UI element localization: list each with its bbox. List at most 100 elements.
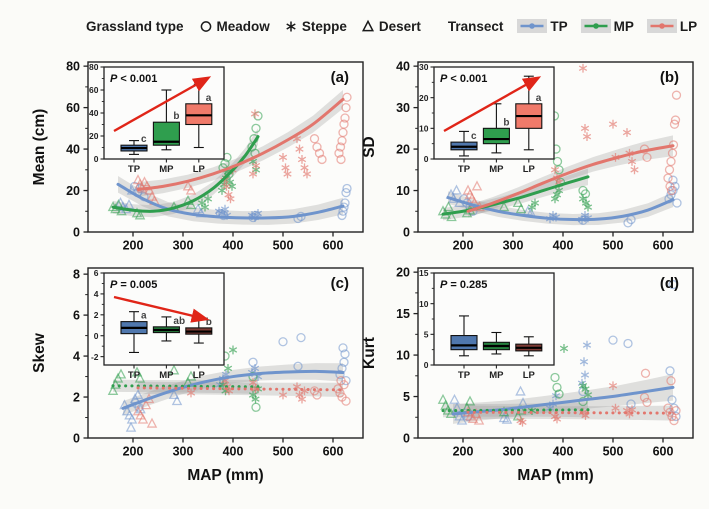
meadow-circle-point (639, 392, 650, 403)
fit-curve-TP (446, 196, 675, 222)
steppe-asterisk-point (226, 194, 235, 204)
legend-label: LP (679, 18, 698, 34)
meadow-circle-point (667, 395, 677, 405)
steppe-asterisk-point (530, 198, 540, 208)
significance-letter: b (206, 317, 212, 328)
meadow-circle-point (642, 152, 652, 163)
y-ticks: 0 20 40 60 80 (66, 59, 88, 239)
boxplot-TP (450, 315, 478, 357)
y-tick-label: 6 (73, 308, 80, 322)
meadow-circle-point (334, 148, 344, 158)
x-tick-label: 300 (503, 239, 524, 253)
steppe-asterisk-point (550, 165, 560, 175)
meadow-circle-point (672, 198, 682, 208)
axes-frame (87, 61, 364, 233)
circle-icon (200, 21, 211, 32)
x-tick-label: 400 (553, 445, 574, 459)
steppe-asterisk-point (630, 165, 639, 175)
meadow-circle-point (626, 399, 636, 409)
inset-y-tick-label: 20 (419, 93, 429, 103)
panel-label: (c) (331, 275, 349, 292)
legend-transect-tp: TP (517, 18, 568, 34)
meadow-circle-point (552, 382, 562, 393)
panel-label: (b) (660, 69, 679, 86)
x-tick-label: 300 (173, 445, 194, 459)
steppe-asterisk-point (186, 388, 196, 398)
trend-arrow-up (113, 76, 212, 133)
legend-transect-lp: LP (646, 18, 698, 34)
steppe-asterisk-point (278, 152, 288, 162)
boxplot-MP: ab (152, 316, 185, 342)
significance-letter: a (141, 311, 147, 322)
inset-y-tick-label: 15 (419, 268, 429, 278)
steppe-asterisk-point (250, 109, 260, 119)
desert-triangle-point (185, 199, 197, 210)
meadow-circle-point (671, 90, 682, 100)
meadow-circle-point (608, 335, 618, 345)
trend-arrow-up (443, 76, 542, 133)
meadow-circle-point (550, 372, 560, 383)
desert-triangle-point (515, 203, 527, 214)
p-value-label: P < 0.001 (110, 73, 157, 85)
x-tick-label: 600 (323, 445, 344, 459)
steppe-asterisk-point (554, 186, 564, 195)
meadow-circle-point (337, 210, 347, 221)
desert-triangle-point (473, 414, 485, 425)
steppe-asterisk-point (228, 345, 238, 355)
x-axis-label: MAP (mm) (517, 467, 593, 484)
inset-y-tick-label: -2 (91, 352, 99, 362)
inset-x-tick-label: MP (489, 370, 504, 381)
x-tick-label: 500 (273, 445, 294, 459)
inset-y-tick-label: 4 (94, 289, 99, 299)
boxplot-MP: b (152, 89, 180, 151)
grassland-legend-items: Meadow Steppe Desert (198, 18, 421, 34)
desert-triangle-point (449, 393, 460, 404)
x-tick-label: 400 (223, 445, 244, 459)
axes-frame (417, 61, 694, 233)
desert-triangle-point (116, 205, 127, 216)
y-tick-label: 10 (396, 348, 410, 362)
desert-triangle-point (456, 414, 468, 425)
fit-curve-TP (116, 182, 345, 220)
steppe-asterisk-point (251, 161, 261, 171)
inset-y-tick-label: 10 (419, 124, 429, 134)
boxplot-LP (515, 336, 543, 357)
plot-content (437, 279, 681, 427)
meadow-circle-point (220, 158, 230, 169)
box (482, 127, 510, 145)
axes-frame (417, 267, 694, 439)
meadow-circle-point (336, 154, 346, 165)
plot-content (107, 320, 351, 432)
inset-y-tick-label: 80 (89, 62, 99, 72)
inset-x-tick-label: TP (128, 370, 141, 381)
steppe-asterisk-point (283, 169, 292, 179)
asterisk-icon (286, 21, 296, 32)
y-tick-label: 40 (396, 59, 410, 73)
steppe-asterisk-point (253, 208, 263, 218)
steppe-asterisk-point (559, 344, 569, 353)
desert-triangle-point (134, 209, 146, 220)
meadow-circle-point (336, 376, 346, 386)
meadow-circle-point (340, 198, 350, 208)
x-ticks: 200 300 400 500 600 (453, 232, 673, 253)
inset-y-tick-label: 10 (419, 299, 429, 309)
x-tick-label: 200 (453, 239, 474, 253)
desert-triangle-point (125, 421, 137, 432)
steppe-asterisk-point (552, 414, 562, 424)
y-axis-label: SD (361, 136, 378, 158)
legend-grassland-steppe: Steppe (283, 18, 347, 34)
significance-letter: a (206, 93, 212, 104)
x-tick-label: 500 (273, 239, 294, 253)
desert-triangle-point (446, 211, 457, 222)
inset-y-tick-label: 0 (424, 360, 429, 370)
y-tick-label: 20 (66, 184, 80, 198)
panel-c: 200 300 400 500 600 0 2 4 6 8 Skew MAP (mm) (c) -2 0 2 4… (31, 267, 364, 484)
desert-triangle-point (134, 372, 146, 383)
x-ticks: 200 300 400 500 600 (123, 232, 343, 253)
meadow-circle-point (671, 405, 681, 416)
y-tick-label: 60 (66, 101, 80, 115)
meadow-circle-point (666, 185, 677, 196)
desert-triangle-point (471, 180, 483, 191)
